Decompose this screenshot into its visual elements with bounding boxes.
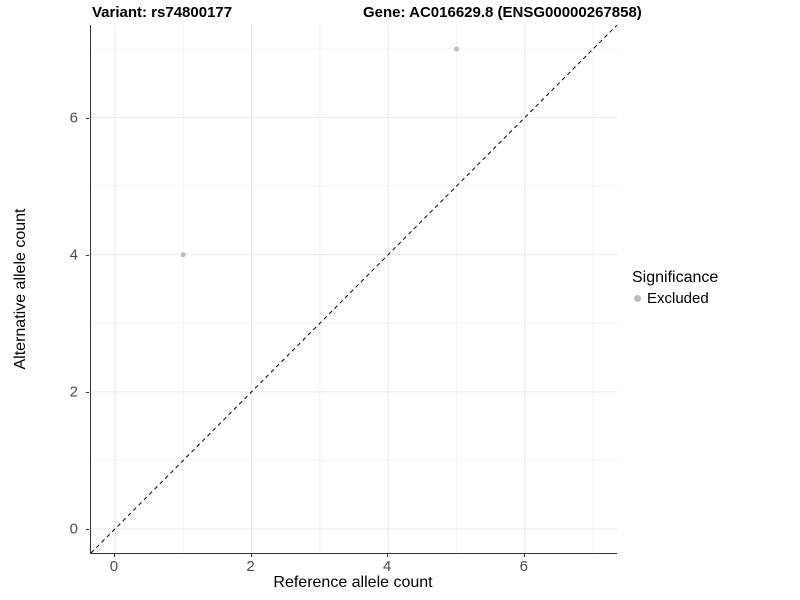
- x-axis-title: Reference allele count: [273, 574, 433, 591]
- y-axis-tick-mark: [86, 391, 89, 393]
- identity-reference-line: [91, 25, 617, 553]
- legend-key-dot-icon: [634, 295, 641, 302]
- plot-title-variant: Variant: rs74800177: [92, 4, 233, 21]
- x-axis-tick-label: 4: [382, 558, 392, 575]
- x-axis-tick-label: 6: [519, 558, 528, 575]
- y-axis-tick-label: 0: [69, 520, 78, 538]
- legend-title: Significance: [632, 269, 719, 286]
- data-point: [453, 46, 459, 52]
- legend: Significance Excluded: [632, 269, 718, 307]
- legend-items: Excluded: [632, 290, 718, 307]
- y-axis-title: Alternative allele count: [12, 208, 29, 370]
- y-axis-tick-mark: [86, 529, 89, 530]
- plot-panel: [90, 25, 617, 554]
- plot-title-gene: Gene: AC016629.8 (ENSG00000267858): [363, 4, 642, 21]
- x-axis-tick-mark: [387, 554, 389, 557]
- x-axis-tick-mark: [113, 554, 115, 557]
- y-axis-tick-label: 4: [69, 246, 78, 264]
- y-axis-tick-mark: [86, 117, 89, 119]
- x-axis-tick-label: 2: [246, 558, 255, 575]
- legend-item: Excluded: [632, 290, 718, 307]
- x-axis-tick-mark: [250, 554, 252, 557]
- legend-item-label: Excluded: [647, 290, 709, 307]
- x-axis-tick-mark: [523, 554, 525, 557]
- x-axis-tick-label: 0: [109, 558, 119, 575]
- y-axis-tick-label: 6: [69, 109, 78, 127]
- plot-svg: [91, 25, 617, 553]
- y-axis-tick-mark: [86, 254, 89, 256]
- data-point: [180, 252, 186, 258]
- y-axis-tick-label: 2: [69, 383, 78, 401]
